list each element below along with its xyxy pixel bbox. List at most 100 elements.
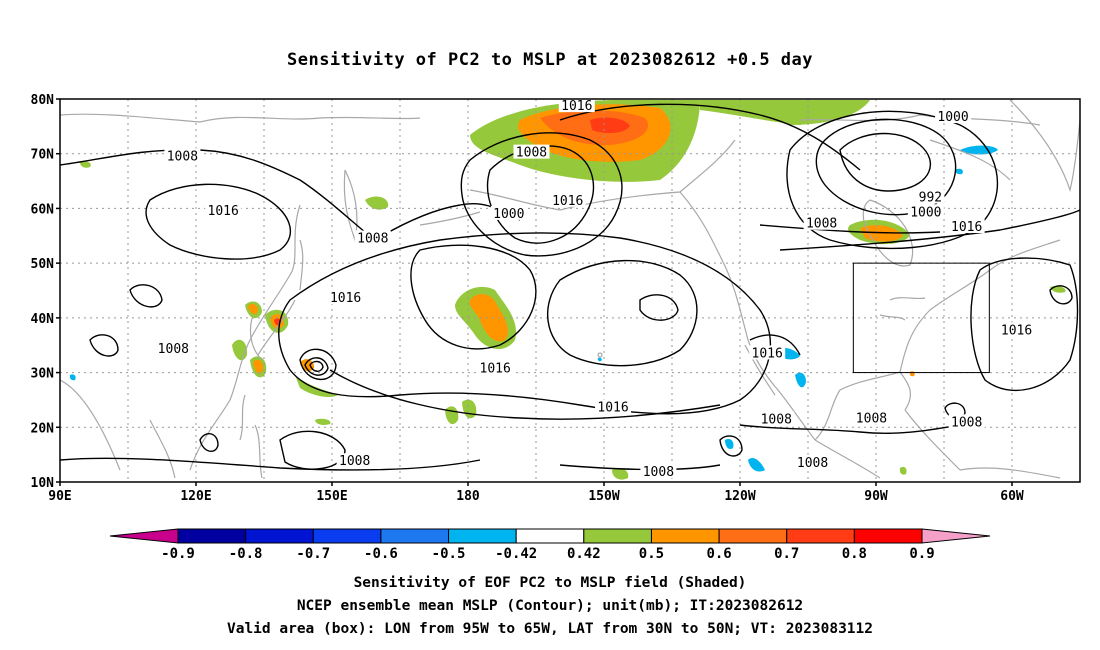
contour-label-bg (640, 464, 677, 479)
contour-small-low-1 (199, 433, 219, 452)
contour-1016-na-west (749, 334, 801, 356)
colorbar-label: -0.5 (432, 546, 466, 562)
colorbar: -0.9 -0.8 -0.7 -0.6 -0.5 -0.42 0.42 0.5 0.6 0.7 0.… (109, 528, 991, 562)
caption-line-2: NCEP ensemble mean MSLP (Contour); unit(… (296, 598, 804, 614)
coastline-korea (249, 317, 263, 361)
colorbar-segment (650, 528, 720, 544)
contour-label: 1016 (330, 291, 361, 306)
lon-label-150W: 150W (588, 489, 619, 504)
contour-label: 1008 (643, 465, 674, 480)
shading-region (253, 359, 264, 374)
contour-label-bg (477, 360, 514, 375)
colorbar-segment (718, 528, 788, 544)
colorbar-segment (853, 528, 923, 544)
colorbar-label: 0.7 (774, 546, 799, 562)
caption-line-1: Sensitivity of EOF PC2 to MSLP field (Sh… (353, 575, 747, 591)
contour-low-1008-n-pacific (460, 132, 623, 257)
colorbar-label: 0.6 (706, 546, 731, 562)
colorbar-label: -0.42 (495, 546, 537, 562)
contour-1016-n-pacific (559, 103, 861, 171)
contour-label-bg (490, 205, 527, 220)
colorbar-low-end (109, 528, 179, 544)
shading-region (748, 458, 765, 472)
contour-small-low-5 (639, 294, 679, 321)
shading-region (80, 161, 91, 168)
coastline-hawaii (597, 352, 603, 358)
contour-label-bg (935, 109, 972, 124)
coastline-south-america (959, 467, 1061, 479)
contour-1016-central-pacific (410, 244, 537, 350)
contour-label: 1008 (856, 412, 887, 427)
coastline-greenland (1009, 99, 1080, 193)
contour-1016-east-pacific (546, 259, 698, 367)
shading-region (469, 293, 508, 342)
lat-label-30N: 30N (31, 367, 55, 382)
contour-label: 1016 (951, 220, 982, 235)
contour-label: 1000 (910, 205, 941, 220)
contour-label-bg (558, 98, 595, 113)
colorbar-segment (448, 528, 517, 544)
contour-label: 1008 (951, 415, 982, 430)
contour-label: 1016 (561, 99, 592, 114)
contour-label: 1008 (357, 232, 388, 247)
contour-label: 1008 (516, 146, 547, 161)
contour-label: 1008 (167, 149, 198, 164)
lon-label-150E: 150E (316, 489, 347, 504)
valid-area-box (852, 262, 990, 374)
contour-label-bg (164, 148, 201, 163)
shading-region (365, 196, 389, 210)
contour-1016-west-high (145, 183, 291, 260)
contour-label-bg (205, 203, 242, 218)
page-title: Sensitivity of PC2 to MSLP at 2023082612… (286, 50, 813, 70)
coastline-japan (257, 239, 304, 356)
contour-label-bg (948, 414, 985, 429)
coastline-gulf (814, 371, 912, 441)
contour-label-bg (794, 454, 831, 469)
coastline-philippines (239, 394, 263, 479)
contour-label: 1016 (752, 346, 783, 361)
contour-label-bg (916, 189, 945, 204)
contour-small-low-3 (1049, 285, 1073, 305)
contour-1008-west (60, 149, 376, 241)
contour-1016-subtropical (329, 369, 721, 420)
lat-label-70N: 70N (31, 148, 55, 163)
contour-label-bg (327, 290, 364, 305)
colorbar-segment (515, 528, 585, 544)
shading-region (590, 117, 630, 134)
contour-small-8 (719, 435, 743, 457)
shading-region (69, 374, 76, 381)
contour-label-bg (853, 410, 890, 425)
contour-label-bg (749, 345, 786, 360)
contour-label-bg (907, 204, 944, 219)
shading-region (725, 438, 734, 450)
contour-label: 1016 (1001, 323, 1032, 338)
contour-label-bg (336, 453, 373, 468)
contour-label-bg (998, 322, 1035, 337)
contour-label: 1008 (339, 454, 370, 469)
colorbar-label: -0.9 (161, 546, 195, 562)
coastline-na-east (899, 239, 1061, 373)
map-frame (59, 98, 1081, 483)
coastline-south-asia (60, 379, 176, 479)
contour-label-bg (155, 341, 192, 356)
contour-label: 1016 (552, 194, 583, 209)
sensitivity-shading (69, 100, 1066, 480)
contour-low-typhoon (304, 357, 329, 376)
contour-label: 1008 (806, 217, 837, 232)
contour-label: 1000 (493, 207, 524, 222)
caption-line-3: Valid area (box): LON from 95W to 65W, L… (226, 621, 873, 637)
contour-1008-north-atlantic (759, 224, 941, 234)
shading-region (795, 372, 806, 388)
coastline-aleutians (419, 211, 481, 226)
colorbar-segment (177, 528, 247, 544)
contour-small-low-4 (279, 430, 346, 470)
contour-label-bg (595, 399, 632, 414)
contour-small-7 (129, 284, 163, 308)
shading-region (597, 357, 602, 362)
lon-label-120E: 120E (180, 489, 211, 504)
lat-label-40N: 40N (31, 312, 55, 327)
colorbar-label: 0.5 (639, 546, 664, 562)
longitude-labels: 90E 120E 150E 180 150W 120W 90W 60W (48, 482, 1024, 504)
